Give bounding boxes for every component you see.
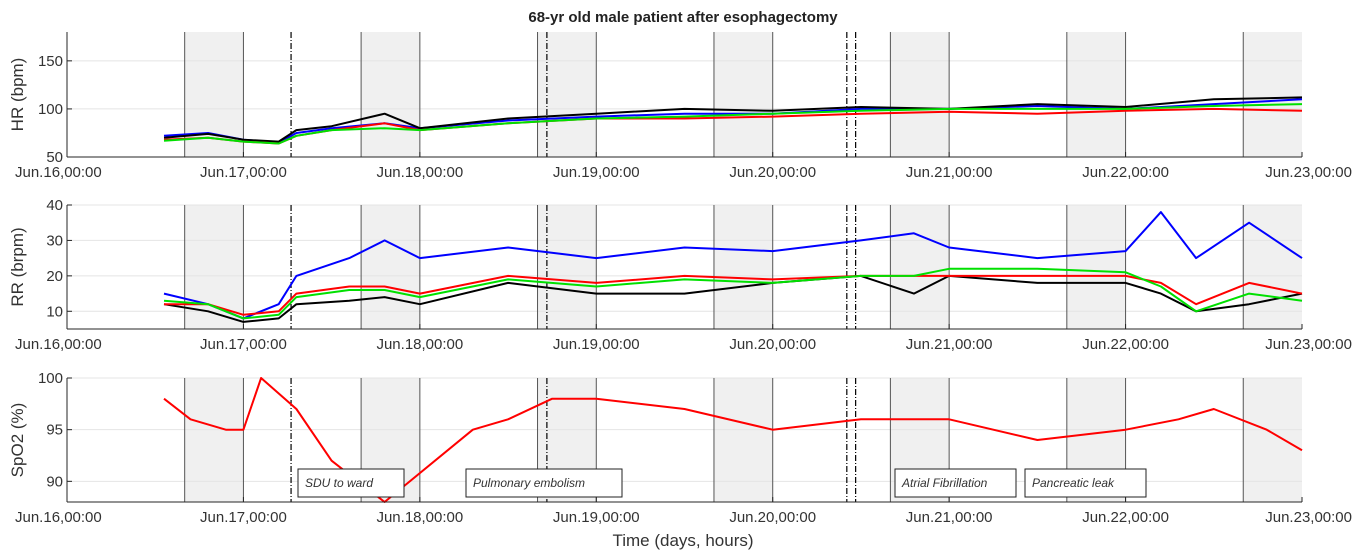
- x-tick-label: Jun.19,00:00: [553, 509, 640, 526]
- panel-1: 50 100 150 HR (bpm) Jun.16,00:00 Jun.17,00:00…: [8, 32, 1352, 181]
- series-line-3-1: [163, 377, 1303, 503]
- y-tick-label: 50: [46, 149, 63, 166]
- y-tick-label: 90: [46, 473, 63, 490]
- x-tick-label: Jun.20,00:00: [729, 164, 816, 181]
- x-tick-label: Jun.17,00:00: [200, 336, 287, 353]
- x-tick-label: Jun.23,00:00: [1265, 164, 1352, 181]
- y-tick-label: 20: [46, 268, 63, 285]
- x-tick-label: Jun.20,00:00: [729, 336, 816, 353]
- night-shade: [1066, 205, 1126, 329]
- series-line-2-1: [163, 211, 1303, 320]
- night-shade: [184, 378, 244, 502]
- x-tick-label: Jun.16,00:00: [15, 509, 102, 526]
- y-axis-label: HR (bpm): [8, 58, 27, 132]
- x-tick-label: Jun.18,00:00: [376, 336, 463, 353]
- annotations: SDU to ward Pulmonary embolism Atrial Fibr…: [297, 468, 1147, 498]
- night-shade: [1243, 32, 1302, 157]
- x-axis-label: Time (days, hours): [612, 531, 753, 550]
- x-tick-label: Jun.19,00:00: [553, 336, 640, 353]
- x-tick-label: Jun.16,00:00: [15, 164, 102, 181]
- x-tick-label: Jun.19,00:00: [553, 164, 640, 181]
- panel-2: 10 20 30 40 RR (brpm) Jun.16,00:00 Jun.17,00:0…: [8, 197, 1352, 353]
- series-line-1-4: [163, 103, 1303, 145]
- y-axis-label: SpO2 (%): [8, 403, 27, 478]
- night-shade: [713, 32, 773, 157]
- night-shade: [1066, 32, 1126, 157]
- annotation-label: Atrial Fibrillation: [901, 476, 988, 490]
- night-shade: [890, 32, 950, 157]
- y-tick-label: 30: [46, 232, 63, 249]
- chart-title: 68-yr old male patient after esophagecto…: [528, 9, 838, 26]
- night-shade: [713, 378, 773, 502]
- annotation-box: [894, 468, 1017, 498]
- annotation-box: [465, 468, 623, 498]
- x-tick-label: Jun.18,00:00: [376, 509, 463, 526]
- x-tick-label: Jun.23,00:00: [1265, 336, 1352, 353]
- series-line-1-2: [163, 96, 1303, 143]
- x-tick-label: Jun.21,00:00: [906, 509, 993, 526]
- x-tick-label: Jun.23,00:00: [1265, 509, 1352, 526]
- series-line-2-4: [163, 267, 1303, 320]
- x-tick-label: Jun.21,00:00: [906, 336, 993, 353]
- y-tick-label: 100: [38, 101, 63, 118]
- y-tick-label: 40: [46, 197, 63, 214]
- annotation-label: SDU to ward: [305, 476, 373, 490]
- annotation-label: Pancreatic leak: [1032, 476, 1115, 490]
- series-line-2-2: [163, 274, 1303, 323]
- annotation-box: [1024, 468, 1147, 498]
- x-tick-label: Jun.17,00:00: [200, 164, 287, 181]
- series-line-2-3: [164, 274, 1303, 316]
- y-tick-label: 100: [38, 370, 63, 387]
- night-shade: [537, 32, 597, 157]
- night-shade: [713, 205, 773, 329]
- annotation-box: [297, 468, 405, 498]
- night-shade: [184, 205, 244, 329]
- x-tick-label: Jun.22,00:00: [1082, 164, 1169, 181]
- night-shade: [184, 32, 244, 157]
- x-tick-label: Jun.22,00:00: [1082, 509, 1169, 526]
- night-shade: [1243, 378, 1302, 502]
- y-tick-label: 95: [46, 422, 63, 439]
- x-tick-label: Jun.16,00:00: [15, 336, 102, 353]
- annotation-label: Pulmonary embolism: [473, 476, 585, 490]
- night-shade: [361, 205, 420, 329]
- y-axis-label: RR (brpm): [8, 227, 27, 306]
- x-tick-label: Jun.21,00:00: [906, 164, 993, 181]
- x-tick-label: Jun.18,00:00: [376, 164, 463, 181]
- night-shade: [537, 205, 597, 329]
- panels: 50 100 150 HR (bpm) Jun.16,00:00 Jun.17,00:00…: [8, 32, 1352, 526]
- night-shade: [361, 32, 420, 157]
- panel-3: 90 95 100 SpO2 (%) Jun.16,00:00 Jun.17,00:00 J…: [8, 370, 1352, 526]
- x-tick-label: Jun.22,00:00: [1082, 336, 1169, 353]
- y-tick-label: 150: [38, 53, 63, 70]
- y-tick-label: 10: [46, 303, 63, 320]
- x-tick-label: Jun.20,00:00: [729, 509, 816, 526]
- night-shade: [890, 205, 950, 329]
- x-tick-label: Jun.17,00:00: [200, 509, 287, 526]
